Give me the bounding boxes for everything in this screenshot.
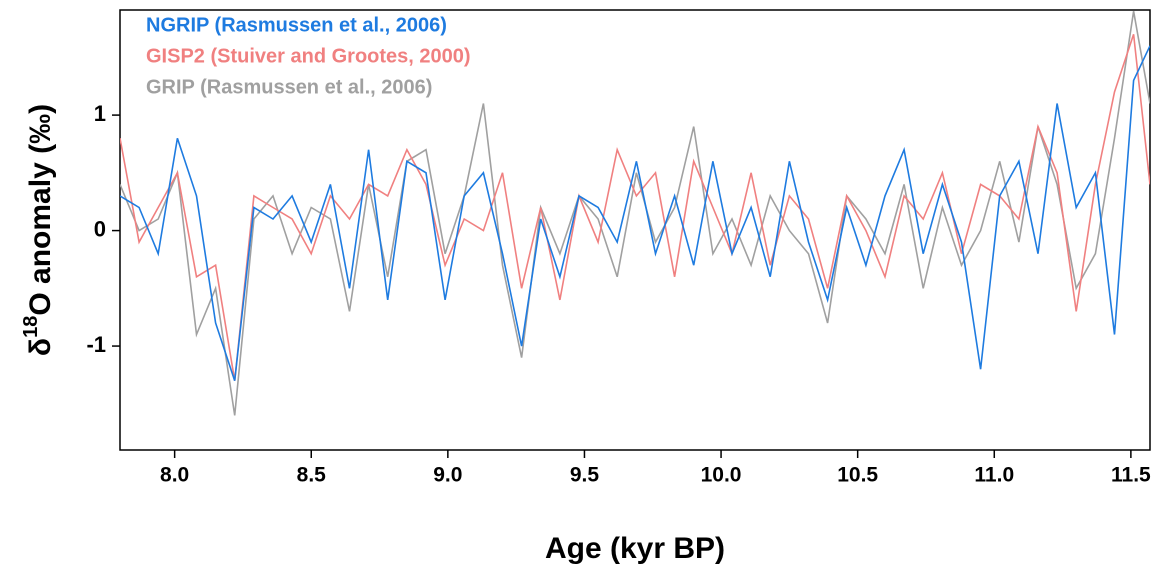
y-title-sup: 18 (20, 316, 42, 338)
x-tick-label: 8.5 (297, 464, 327, 487)
legend-entry: GRIP (Rasmussen et al., 2006) (146, 76, 432, 98)
y-title-part: δ (24, 338, 57, 356)
series-line (120, 45, 1150, 381)
series-line (120, 11, 1150, 416)
series-line (120, 34, 1150, 381)
x-tick-label: 11.5 (1111, 464, 1151, 487)
x-tick-label: 10.5 (837, 464, 878, 487)
x-tick-label: 9.5 (570, 464, 600, 487)
y-tick-label: 1 (94, 101, 106, 126)
lines (120, 11, 1150, 416)
x-tick-label: 10.0 (701, 464, 742, 487)
y-tick-label: 0 (94, 216, 106, 241)
x-tick-label: 11.0 (974, 464, 1014, 487)
x-tick-label: 8.0 (160, 464, 189, 487)
y-axis-title: δ18O anomaly (‰) (20, 104, 57, 356)
x-tick-label: 9.0 (433, 464, 462, 487)
y-tick-label: -1 (86, 332, 106, 357)
legend-entry: GISP2 (Stuiver and Grootes, 2000) (146, 45, 471, 67)
legend-entry: NGRIP (Rasmussen et al., 2006) (146, 14, 447, 36)
y-title-part: O anomaly (‰) (24, 104, 57, 316)
x-axis-title: Age (kyr BP) (545, 532, 725, 565)
